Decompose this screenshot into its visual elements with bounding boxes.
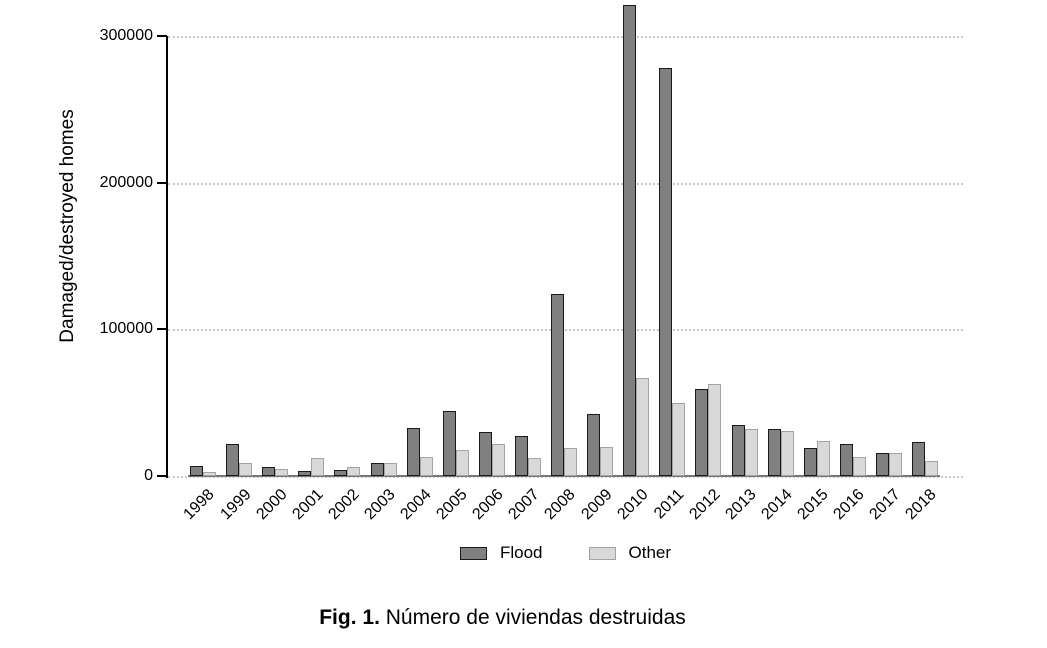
x-tick-label: 2002: [325, 486, 363, 524]
x-tick-label: 1998: [180, 486, 219, 524]
x-tick-label: 2000: [253, 486, 291, 524]
bar-other-2015: [816, 440, 830, 476]
bar-other-2006: [491, 443, 505, 476]
bar-flood-2011: [659, 68, 673, 476]
x-tick-label: 2001: [289, 486, 327, 524]
bar-other-2001: [311, 458, 325, 476]
bar-other-2016: [852, 456, 866, 476]
y-axis-title: Damaged/destroyed homes: [57, 109, 78, 343]
bar-flood-2016: [839, 443, 853, 476]
x-tick-label: 2006: [469, 486, 507, 524]
y-tick-label: 0: [144, 467, 153, 484]
legend: Flood Other: [168, 543, 963, 563]
bar-other-2000: [275, 468, 289, 476]
bar-flood-2009: [587, 414, 601, 476]
bar-flood-2012: [695, 389, 709, 476]
other-swatch: [588, 546, 616, 560]
bar-flood-2002: [334, 470, 348, 476]
x-axis-labels: 1998 1999 2000 2001 2002 2003 2004 2005 2006 2007…: [168, 486, 963, 534]
caption-text: Número de viviendas destruidas: [379, 606, 686, 629]
bar-other-2008: [564, 448, 577, 476]
bar-other-2012: [708, 383, 722, 476]
figure-caption: Fig. 1. Número de viviendas destruidas: [0, 606, 1005, 630]
bar-other-2017: [888, 452, 902, 476]
bar-other-2007: [527, 458, 541, 476]
legend-item-flood: Flood: [459, 543, 543, 563]
x-tick-label: 2016: [830, 486, 868, 524]
bar-other-2011: [672, 402, 686, 476]
x-tick-label: 2012: [686, 486, 724, 524]
bar-flood-2004: [406, 427, 420, 476]
caption-number: Fig. 1.: [319, 606, 380, 629]
x-tick-label: 2005: [433, 486, 471, 524]
chart-area: Damaged/destroyed homes 0 100000 200000 300…: [57, 0, 963, 534]
bar-flood-2007: [514, 436, 528, 476]
bar-flood-2001: [298, 470, 312, 476]
bar-flood-2000: [262, 467, 276, 476]
bar-other-2018: [925, 461, 938, 476]
gridline: [168, 182, 963, 185]
x-tick-label: 2010: [614, 486, 652, 524]
x-tick-label: 2017: [866, 486, 904, 524]
x-tick-label: 2015: [794, 486, 832, 524]
gridline: [168, 329, 963, 332]
flood-swatch: [459, 546, 487, 560]
y-tick-mark: [157, 328, 167, 331]
bar-other-2005: [455, 449, 469, 476]
y-tick-mark: [157, 475, 167, 477]
bar-flood-2006: [478, 432, 492, 476]
legend-label-other: Other: [628, 543, 672, 562]
x-tick-label: 2008: [541, 486, 580, 524]
y-tick-mark: [157, 34, 167, 37]
y-tick-label: 200000: [99, 173, 153, 191]
y-tick-mark: [157, 181, 167, 184]
x-tick-label: 2013: [722, 486, 760, 524]
x-tick-label: 2007: [505, 486, 543, 524]
bar-other-2004: [419, 456, 433, 476]
bar-flood-2017: [875, 452, 889, 476]
bar-other-2010: [636, 377, 650, 476]
bar-other-2003: [383, 462, 397, 476]
gridline: [168, 35, 963, 38]
bar-other-2013: [744, 429, 758, 476]
legend-item-other: Other: [588, 543, 672, 563]
y-tick-label: 300000: [99, 26, 153, 44]
y-axis-line: [166, 36, 168, 478]
bar-other-2014: [780, 430, 794, 476]
x-tick-label: 2011: [650, 486, 688, 523]
bar-other-1998: [203, 471, 216, 476]
bar-flood-2005: [442, 411, 456, 476]
bar-flood-2013: [731, 424, 745, 476]
x-tick-label: 2009: [577, 486, 616, 524]
plot-area: [168, 0, 963, 477]
bar-other-1999: [239, 462, 253, 476]
bar-flood-2014: [767, 429, 781, 476]
bar-flood-1999: [226, 443, 240, 476]
x-tick-label: 2004: [397, 486, 435, 524]
gridline: [168, 476, 963, 478]
bar-flood-2003: [370, 462, 384, 476]
x-tick-label: 2003: [361, 486, 399, 524]
bar-flood-2015: [803, 448, 817, 476]
bar-flood-2010: [623, 5, 637, 476]
y-tick-label: 100000: [99, 320, 153, 338]
x-axis-line: [188, 475, 940, 477]
bar-other-2009: [600, 446, 614, 476]
x-tick-label: 1999: [216, 486, 255, 524]
bar-other-2002: [347, 467, 361, 476]
bar-flood-2018: [912, 442, 925, 476]
x-tick-label: 2014: [758, 486, 796, 524]
bar-flood-2008: [551, 294, 564, 476]
legend-label-flood: Flood: [499, 543, 543, 562]
x-tick-label: 2018: [902, 486, 941, 524]
bar-flood-1998: [190, 465, 203, 476]
